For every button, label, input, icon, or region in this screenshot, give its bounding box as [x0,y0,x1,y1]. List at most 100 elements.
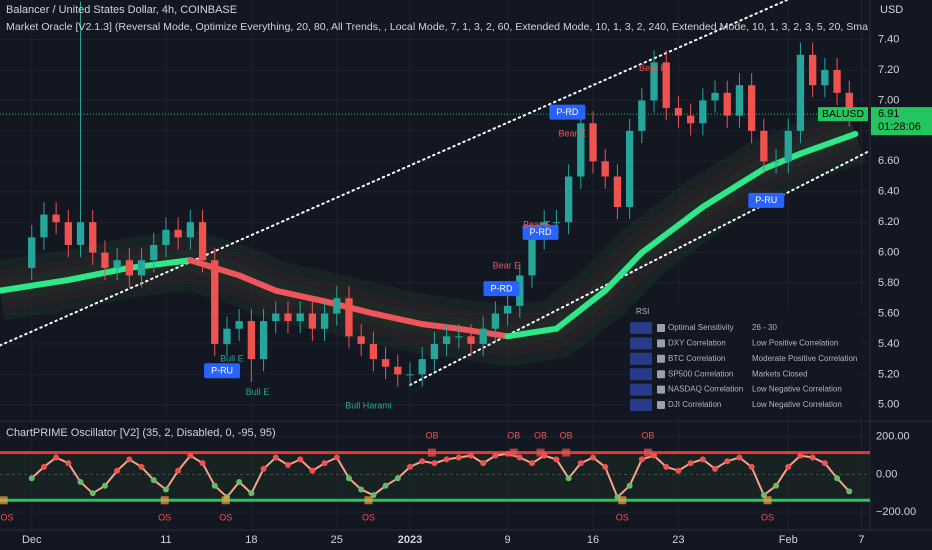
candle-body [162,229,170,245]
osc-dot [638,456,645,463]
osc-dot [236,478,243,485]
y-tick-label: 6.60 [878,155,899,167]
signal-label-box [522,224,559,240]
osc-dot [846,488,853,495]
os-marker [618,496,627,505]
candle-body [662,62,670,109]
table-bg [628,305,862,415]
y-tick-label: 5.40 [878,338,899,350]
candle-body [442,336,451,344]
candle-body [772,161,780,163]
row-icon [657,324,665,332]
axes: 7.407.207.006.806.606.406.206.005.805.60… [22,33,932,546]
table-header: RSI [636,307,649,316]
osc-dot [553,456,560,463]
moving-average [553,287,609,332]
row-icon [657,354,665,363]
moving-average [602,249,645,294]
trend-line [0,0,789,347]
osc-dot [284,462,291,469]
y-tick-label: 7.00 [878,94,899,106]
candle-body [625,130,634,207]
signal-label: P-RU [755,195,777,205]
candle-body [760,130,768,162]
osc-dot [602,463,609,470]
os-label: OS [761,512,774,522]
candle-body [235,321,243,329]
osc-dot [101,482,108,489]
osc-dot [126,456,133,463]
row-value: Low Negative Correlation [752,385,842,394]
osc-dot [28,475,35,482]
os-marker [763,496,772,505]
signal-label-box [483,281,520,297]
symbol-box [818,107,868,122]
signal-label: P-RD [556,107,578,117]
pattern-label: Bear E [493,261,521,271]
ob-marker [536,448,545,457]
osc-dot [663,463,670,470]
row-tag [630,383,652,396]
oscillator-title: ChartPRIME Oscillator [V2] (35, 2, Disab… [6,427,276,439]
osc-dot [651,452,658,459]
ob-label: OB [641,430,654,440]
ob-marker [643,448,652,457]
candle-body [589,123,597,162]
osc-dot [309,467,316,474]
pattern-label: Bull E [220,354,244,364]
y-tick-label: 6.20 [878,216,899,228]
os-label: OS [362,512,375,522]
candle-body [430,343,439,360]
oscillator-pane: OB OB OB OB OB OS OS OS OS OS OS [0,430,870,522]
osc-dot [211,482,218,489]
ob-label: OB [507,430,520,440]
moving-average [0,277,72,294]
candle-body [381,359,390,367]
candle-body [723,92,731,116]
pattern-label: Bull Harami [345,401,392,411]
osc-dot [40,463,47,470]
price-box [871,107,932,136]
candle-body [808,54,817,86]
row-label: Optimal Sensitivity [668,323,734,332]
candle-body [125,260,134,276]
candle-body [284,313,292,322]
candle-body [308,313,317,329]
candle-body [345,298,353,337]
row-icon [657,401,665,409]
osc-tick-label: 0.00 [876,468,897,480]
candle-body [357,336,365,344]
osc-dot [419,458,426,465]
moving-average [699,165,767,210]
osc-dot [114,467,121,474]
candle-body [455,336,463,338]
x-tick-label: 18 [245,534,257,546]
y-tick-label: 7.40 [878,33,899,45]
candle-body [247,321,256,360]
os-label: OS [616,512,629,522]
x-tick-label: 23 [672,534,684,546]
ob-marker [509,448,518,457]
x-tick-label: 7 [858,534,864,546]
candle-body [113,260,121,268]
osc-dot [248,490,255,497]
candle-body [528,237,536,276]
candle-body [64,222,72,245]
moving-average [272,287,328,305]
candle-body [418,359,426,375]
x-tick-label: 2023 [398,534,422,546]
osc-dot [272,454,279,461]
row-tag [630,322,652,334]
candle-body [845,92,853,115]
osc-dot [53,454,60,461]
osc-dot [590,454,597,461]
candle-body [503,305,512,314]
osc-dot [675,467,682,474]
row-value: Moderate Positive Correlation [752,354,857,363]
osc-dot [834,475,841,482]
candle-body [711,92,719,101]
candle-body [223,328,231,344]
info-table: RSI Optimal Sensitivity 26 - 30 DXY Correla… [628,305,862,415]
osc-dot [358,486,365,493]
candle-body [821,70,829,86]
